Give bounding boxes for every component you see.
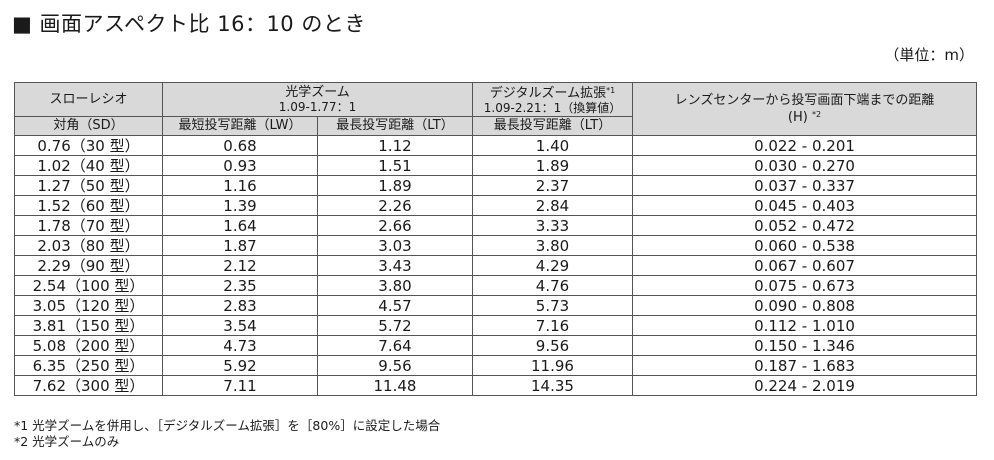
height-distance-cell: 0.037 - 0.337 (632, 175, 977, 196)
max-throw-cell: 9.56 (317, 355, 473, 376)
max-throw-digital-cell: 4.29 (472, 255, 633, 276)
min-throw-cell: 2.83 (162, 295, 318, 316)
table-row: 5.08（200 型） 4.73 7.64 9.56 0.150 - 1.346 (14, 335, 977, 356)
max-throw-cell: 1.51 (317, 155, 473, 176)
min-throw-cell: 7.11 (162, 375, 318, 396)
diagonal-cell: 5.08（200 型） (14, 335, 163, 356)
footnote-2: *2 光学ズームのみ (14, 434, 120, 449)
table-row: 1.78（70 型） 1.64 2.66 3.33 0.052 - 0.472 (14, 215, 977, 236)
footnote-mark-1: *1 (606, 86, 616, 95)
unit-label: （単位：m） (884, 46, 974, 64)
table-row: 1.27（50 型） 1.16 1.89 2.37 0.037 - 0.337 (14, 175, 977, 196)
table-row: 3.81（150 型） 3.54 5.72 7.16 0.112 - 1.010 (14, 315, 977, 336)
min-throw-cell: 1.16 (162, 175, 318, 196)
table-row: 7.62（300 型） 7.11 11.48 14.35 0.224 - 2.019 (14, 375, 977, 396)
height-distance-cell: 0.224 - 2.019 (632, 375, 977, 396)
header-min-throw-lw: 最短投写距離（LW） (162, 116, 318, 136)
max-throw-cell: 11.48 (317, 375, 473, 396)
min-throw-cell: 1.39 (162, 195, 318, 216)
diagonal-cell: 2.54（100 型） (14, 275, 163, 296)
max-throw-digital-cell: 3.80 (472, 235, 633, 256)
min-throw-cell: 1.64 (162, 215, 318, 236)
table-row: 2.03（80 型） 1.87 3.03 3.80 0.060 - 0.538 (14, 235, 977, 256)
min-throw-cell: 2.12 (162, 255, 318, 276)
table-body: 0.76（30 型） 0.68 1.12 1.40 0.022 - 0.201 1.02（… (14, 135, 977, 396)
height-distance-cell: 0.187 - 1.683 (632, 355, 977, 376)
diagonal-cell: 3.81（150 型） (14, 315, 163, 336)
height-distance-cell: 0.052 - 0.472 (632, 215, 977, 236)
header-row-1: スローレシオ 光学ズーム 1.09-1.77：1 デジタルズーム拡張*1 1.0… (14, 82, 977, 136)
min-throw-cell: 5.92 (162, 355, 318, 376)
max-throw-digital-cell: 2.37 (472, 175, 633, 196)
min-throw-cell: 0.93 (162, 155, 318, 176)
header-diagonal: 対角（SD） (14, 116, 163, 136)
header-max-throw-lt: 最長投写距離（LT） (317, 116, 473, 136)
diagonal-cell: 2.29（90 型） (14, 255, 163, 276)
max-throw-digital-cell: 1.40 (472, 135, 633, 156)
max-throw-digital-cell: 4.76 (472, 275, 633, 296)
min-throw-cell: 3.54 (162, 315, 318, 336)
min-throw-cell: 0.68 (162, 135, 318, 156)
table-row: 1.02（40 型） 0.93 1.51 1.89 0.030 - 0.270 (14, 155, 977, 176)
height-distance-cell: 0.030 - 0.270 (632, 155, 977, 176)
max-throw-digital-cell: 3.33 (472, 215, 633, 236)
footnote-1: *1 光学ズームを併用し、［デジタルズーム拡張］を［80%］に設定した場合 (14, 418, 441, 433)
height-distance-cell: 0.075 - 0.673 (632, 275, 977, 296)
max-throw-digital-cell: 1.89 (472, 155, 633, 176)
table-row: 2.54（100 型） 2.35 3.80 4.76 0.075 - 0.673 (14, 275, 977, 296)
footnotes: *1 光学ズームを併用し、［デジタルズーム拡張］を［80%］に設定した場合 *2… (14, 418, 440, 450)
max-throw-digital-cell: 5.73 (472, 295, 633, 316)
table-row: 1.52（60 型） 1.39 2.26 2.84 0.045 - 0.403 (14, 195, 977, 216)
diagonal-cell: 1.52（60 型） (14, 195, 163, 216)
max-throw-cell: 3.80 (317, 275, 473, 296)
max-throw-digital-cell: 14.35 (472, 375, 633, 396)
max-throw-cell: 3.43 (317, 255, 473, 276)
max-throw-cell: 4.57 (317, 295, 473, 316)
header-max-throw-lt-digital: 最長投写距離（LT） (472, 116, 633, 136)
diagonal-cell: 2.03（80 型） (14, 235, 163, 256)
diagonal-cell: 1.78（70 型） (14, 215, 163, 236)
height-distance-cell: 0.045 - 0.403 (632, 195, 977, 216)
diagonal-cell: 6.35（250 型） (14, 355, 163, 376)
table-row: 0.76（30 型） 0.68 1.12 1.40 0.022 - 0.201 (14, 135, 977, 156)
max-throw-cell: 2.26 (317, 195, 473, 216)
height-distance-cell: 0.090 - 0.808 (632, 295, 977, 316)
throw-distance-table: スローレシオ 光学ズーム 1.09-1.77：1 デジタルズーム拡張*1 1.0… (14, 82, 977, 396)
height-distance-cell: 0.060 - 0.538 (632, 235, 977, 256)
footnote-mark-2: *2 (811, 109, 822, 119)
height-distance-cell: 0.022 - 0.201 (632, 135, 977, 156)
height-distance-cell: 0.112 - 1.010 (632, 315, 977, 336)
header-row-2: 対角（SD） 最短投写距離（LW） 最長投写距離（LT） 最長投写距離（LT） (14, 116, 977, 136)
header-digital-zoom: デジタルズーム拡張*1 1.09-2.21：1（換算値） (472, 82, 633, 117)
header-throw-ratio: スローレシオ (14, 82, 163, 117)
diagonal-cell: 1.27（50 型） (14, 175, 163, 196)
header-optical-zoom: 光学ズーム 1.09-1.77：1 (162, 82, 473, 117)
max-throw-cell: 2.66 (317, 215, 473, 236)
diagonal-cell: 7.62（300 型） (14, 375, 163, 396)
max-throw-cell: 1.12 (317, 135, 473, 156)
min-throw-cell: 2.35 (162, 275, 318, 296)
max-throw-digital-cell: 2.84 (472, 195, 633, 216)
diagonal-cell: 3.05（120 型） (14, 295, 163, 316)
height-distance-cell: 0.067 - 0.607 (632, 255, 977, 276)
max-throw-cell: 5.72 (317, 315, 473, 336)
max-throw-cell: 7.64 (317, 335, 473, 356)
max-throw-cell: 1.89 (317, 175, 473, 196)
max-throw-digital-cell: 11.96 (472, 355, 633, 376)
page-title: ■ 画面アスペクト比 16：10 のとき (12, 12, 366, 36)
max-throw-digital-cell: 9.56 (472, 335, 633, 356)
header-height-distance: レンズセンターから投写画面下端までの距離 (H) *2 (632, 82, 977, 136)
diagonal-cell: 1.02（40 型） (14, 155, 163, 176)
min-throw-cell: 1.87 (162, 235, 318, 256)
height-distance-cell: 0.150 - 1.346 (632, 335, 977, 356)
table-row: 2.29（90 型） 2.12 3.43 4.29 0.067 - 0.607 (14, 255, 977, 276)
table-row: 3.05（120 型） 2.83 4.57 5.73 0.090 - 0.808 (14, 295, 977, 316)
max-throw-digital-cell: 7.16 (472, 315, 633, 336)
min-throw-cell: 4.73 (162, 335, 318, 356)
table-row: 6.35（250 型） 5.92 9.56 11.96 0.187 - 1.683 (14, 355, 977, 376)
diagonal-cell: 0.76（30 型） (14, 135, 163, 156)
max-throw-cell: 3.03 (317, 235, 473, 256)
